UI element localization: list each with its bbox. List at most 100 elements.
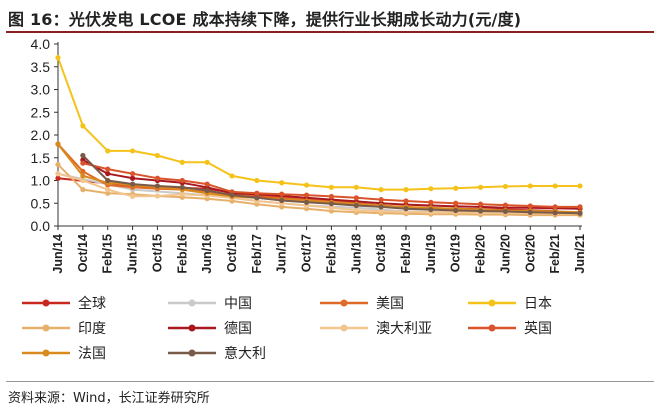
legend-label: 英国 <box>524 320 552 337</box>
x-tick-label: Feb/21 <box>548 234 562 274</box>
series-9-point <box>328 201 335 207</box>
series-9-point <box>254 195 260 201</box>
series-7-point <box>428 199 434 205</box>
series-9-point <box>105 177 111 184</box>
series-6-point <box>105 187 111 193</box>
series-9-point <box>80 152 86 159</box>
series-7-point <box>353 195 359 201</box>
series-3-point <box>204 159 210 165</box>
series-3-point <box>527 183 533 189</box>
series-9-point <box>453 207 459 214</box>
series-7-point <box>279 191 285 197</box>
legend-label: 意大利 <box>224 345 266 362</box>
legend-swatch-marker <box>42 324 50 332</box>
footer-divider <box>6 381 654 382</box>
series-7-point <box>129 171 136 177</box>
series-9-point <box>502 208 509 215</box>
y-tick-label: 2.5 <box>31 104 51 120</box>
x-tick-label: Oct/14 <box>76 234 90 272</box>
series-7-point <box>378 197 384 203</box>
y-tick-label: 0.0 <box>31 218 51 234</box>
series-3-point <box>577 183 583 189</box>
legend-swatch-marker <box>488 324 496 332</box>
series-7-point <box>179 177 185 184</box>
series-3-point <box>80 123 86 129</box>
title-divider <box>6 31 654 33</box>
series-6-line <box>57 172 580 215</box>
series-6-point <box>328 205 335 211</box>
x-tick-label: Jun/16 <box>200 234 214 274</box>
series-9-point <box>129 181 136 187</box>
series-3-point <box>303 182 310 188</box>
series-3-point <box>279 180 285 186</box>
y-tick-label: 3.5 <box>31 59 51 75</box>
series-4-point <box>80 187 86 193</box>
legend-label: 印度 <box>78 321 106 337</box>
y-tick-label: 4.0 <box>31 36 51 52</box>
series-7-point <box>453 200 459 206</box>
x-tick-label: Oct/15 <box>150 234 164 272</box>
legend-swatch-marker <box>488 299 496 307</box>
x-tick-label: Oct/20 <box>523 234 537 272</box>
series-3-point <box>403 187 409 193</box>
series-9-point <box>279 197 285 204</box>
legend-swatch-marker <box>188 349 196 357</box>
legend-label: 德国 <box>224 321 252 337</box>
legend-label: 澳大利亚 <box>376 321 432 337</box>
x-tick-label: Jun/14 <box>51 234 65 274</box>
x-tick-label: Jun/20 <box>498 234 512 274</box>
x-tick-label: Feb/18 <box>324 234 338 274</box>
series-7-point <box>204 181 210 187</box>
series-9-point <box>552 210 558 216</box>
y-tick-label: 1.0 <box>31 173 51 189</box>
x-tick-label: Jun/19 <box>424 234 438 274</box>
y-tick-label: 3.0 <box>31 82 51 98</box>
series-3-point <box>105 148 111 154</box>
x-tick-label: Jun/15 <box>126 234 140 274</box>
series-7-point <box>502 202 509 208</box>
x-tick-label: Jun/18 <box>349 234 363 274</box>
legend-swatch-marker <box>42 299 50 307</box>
series-8-point <box>55 141 61 147</box>
series-6-point <box>353 207 359 213</box>
series-9-point <box>577 210 583 216</box>
series-9-point <box>477 208 484 214</box>
series-3-point <box>179 159 185 165</box>
x-tick-label: Jun/21 <box>573 234 587 274</box>
legend-label: 中国 <box>224 296 252 312</box>
series-7-point <box>80 160 86 166</box>
x-tick-label: Feb/19 <box>399 234 413 274</box>
x-tick-label: Feb/20 <box>474 234 488 274</box>
series-9-point <box>154 183 161 189</box>
series-9-point <box>428 207 434 213</box>
legend-swatch-marker <box>340 299 348 307</box>
series-7-point <box>254 190 260 196</box>
series-6-point <box>80 177 86 184</box>
chart-title: 图 16：光伏发电 LCOE 成本持续下降，提供行业长期成长动力(元/度) <box>8 10 522 29</box>
series-9-point <box>527 209 533 215</box>
source-note: 资料来源：Wind，长江证券研究所 <box>8 391 210 406</box>
series-3-point <box>552 183 558 189</box>
y-tick-label: 2.0 <box>31 127 51 143</box>
series-7-point <box>105 166 111 172</box>
series-3-point <box>502 183 509 190</box>
x-tick-label: Oct/18 <box>374 234 388 272</box>
series-3-point <box>129 148 136 154</box>
series-3-point <box>353 184 359 190</box>
x-tick-label: Oct/16 <box>225 234 239 272</box>
series-6-point <box>154 193 161 199</box>
series-3-point <box>477 184 484 190</box>
series-9-point <box>403 206 409 212</box>
series-3-point <box>55 55 61 61</box>
series-6-point <box>179 191 185 197</box>
legend-label: 日本 <box>524 296 552 312</box>
series-7-point <box>154 175 161 181</box>
lcoe-line-chart: 0.0 0.5 1.0 1.5 2.0 2.5 3.0 3.5 4.0 Jun/14 Oct/14 F… <box>22 36 587 362</box>
series-6-point <box>129 193 136 200</box>
series-5-point <box>129 175 136 181</box>
series-3-point <box>254 177 260 184</box>
series-3-point <box>378 187 384 193</box>
series-7-point <box>328 193 335 200</box>
legend-swatch-marker <box>42 349 50 357</box>
series-9-point <box>179 184 185 190</box>
